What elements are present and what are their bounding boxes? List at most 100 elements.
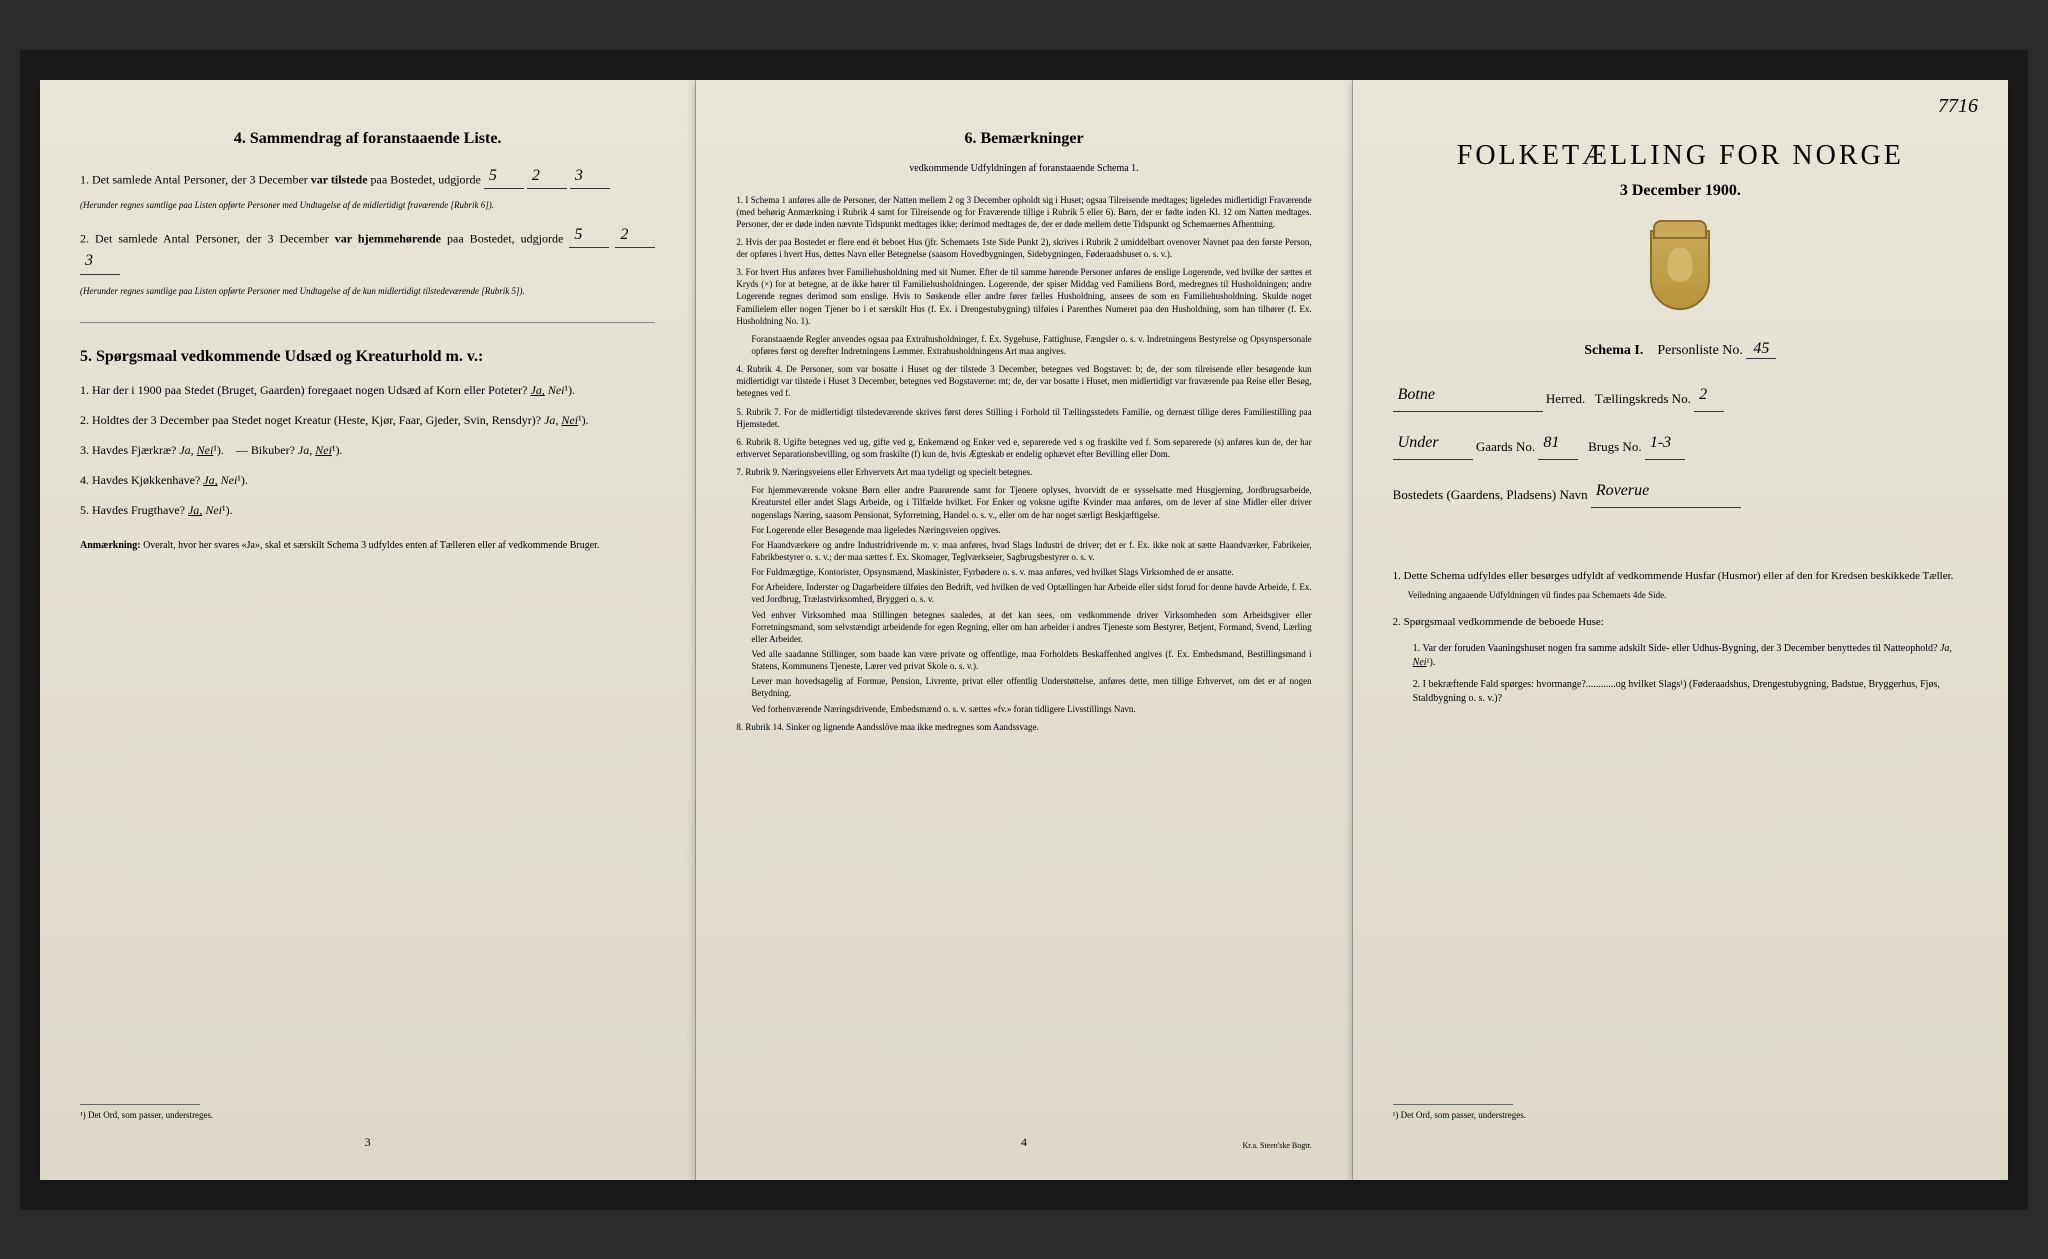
subq1-ja: Ja,: [1940, 643, 1952, 654]
remark-item: 8. Rubrik 14. Sinker og lignende Aandssl…: [736, 721, 1311, 733]
archive-number: 7716: [1938, 95, 1978, 118]
question-5: 5. Havdes Frugthave? Ja, Nei¹).: [80, 501, 655, 519]
remark-item: 2. Hvis der paa Bostedet er flere end ét…: [736, 236, 1311, 260]
sub-question-1: 1. Var der foruden Vaaningshuset nogen f…: [1413, 642, 1968, 670]
instruction-block: 1. Dette Schema udfyldes eller besørges …: [1393, 568, 1968, 707]
item2-fill2: 2: [615, 222, 655, 249]
under-fill: Under: [1393, 427, 1473, 460]
q3b-sup: ¹).: [332, 443, 343, 457]
q2-text: 2. Holdtes der 3 December paa Stedet nog…: [80, 413, 541, 427]
q5-sup: ¹).: [222, 503, 233, 517]
remark-item: 4. Rubrik 4. De Personer, som var bosatt…: [736, 363, 1311, 399]
subq1-nei: Nei: [1413, 657, 1427, 668]
item2-bold: var hjemmehørende: [335, 231, 441, 245]
q5-nei: Nei: [205, 503, 222, 517]
printer-note: Kr.a. Steen'ske Bogtr.: [1242, 1141, 1311, 1150]
q1-sup: ¹).: [565, 383, 576, 397]
section-6-heading: 6. Bemærkninger: [736, 130, 1311, 148]
page-number-4: 4: [1021, 1135, 1027, 1150]
page-cover: 7716 FOLKETÆLLING FOR NORGE 3 December 1…: [1353, 80, 2008, 1180]
remark-sub: For Arbeidere, Inderster og Dagarbeidere…: [751, 581, 1311, 605]
instr1-text: 1. Dette Schema udfyldes eller besørges …: [1393, 570, 1954, 582]
instruction-2: 2. Spørgsmaal vedkommende de beboede Hus…: [1393, 614, 1968, 631]
herred-label: Herred.: [1546, 391, 1585, 406]
personliste-no: 45: [1746, 340, 1776, 359]
question-2: 2. Holdtes der 3 December paa Stedet nog…: [80, 411, 655, 429]
kreds-no: 2: [1694, 379, 1724, 412]
item1-post: paa Bostedet, udgjorde: [371, 172, 481, 186]
brugs-no: 1-3: [1645, 427, 1685, 460]
census-title: FOLKETÆLLING FOR NORGE: [1393, 140, 1968, 172]
q2-ja: Ja,: [544, 413, 558, 427]
item1-note: (Herunder regnes samtlige paa Listen opf…: [80, 199, 655, 212]
gaards-line: Under Gaards No. 81 Brugs No. 1-3: [1393, 427, 1968, 460]
page-number-3: 3: [365, 1135, 371, 1150]
q3b-nei: Nei: [315, 443, 332, 457]
q3b-ja: Ja,: [298, 443, 312, 457]
divider: [80, 322, 655, 323]
footnote-text: ¹) Det Ord, som passer, understreges.: [80, 1110, 213, 1120]
remark-text: Overalt, hvor her svares «Ja», skal et s…: [143, 540, 599, 551]
bosted-fill: Roverue: [1591, 475, 1741, 508]
q4-text: 4. Havdes Kjøkkenhave?: [80, 473, 200, 487]
page-3: 4. Sammendrag af foranstaaende Liste. 1.…: [40, 80, 696, 1180]
question-1: 1. Har der i 1900 paa Stedet (Bruget, Ga…: [80, 381, 655, 399]
q3-text: 3. Havdes Fjærkræ?: [80, 443, 176, 457]
remark-item: 5. Rubrik 7. For de midlertidigt tilsted…: [736, 406, 1311, 430]
remark-item: 1. I Schema 1 anføres alle de Personer, …: [736, 194, 1311, 230]
item2-post: paa Bostedet, udgjorde: [447, 231, 563, 245]
q1-nei: Nei: [548, 383, 565, 397]
item1-fill3: 3: [570, 163, 610, 190]
subq1-text: 1. Var der foruden Vaaningshuset nogen f…: [1413, 643, 1938, 654]
remark-block: Anmærkning: Overalt, hvor her svares «Ja…: [80, 539, 655, 553]
herred-line: Botne Herred. Tællingskreds No. 2: [1393, 379, 1968, 412]
q2-sup: ¹).: [578, 413, 589, 427]
remark-item: 3. For hvert Hus anføres hver Familiehus…: [736, 266, 1311, 327]
instr1-sub: Veiledning angaaende Udfyldningen vil fi…: [1408, 589, 1968, 602]
herred-fill: Botne: [1393, 379, 1543, 412]
section-5-heading: 5. Spørgsmaal vedkommende Udsæd og Kreat…: [80, 348, 655, 366]
item2-fill1: 5: [569, 222, 609, 249]
bosted-label: Bostedets (Gaardens, Pladsens) Navn: [1393, 487, 1588, 502]
brugs-label: Brugs No.: [1588, 439, 1641, 454]
section-4-heading: 4. Sammendrag af foranstaaende Liste.: [80, 130, 655, 148]
sub-question-2: 2. I bekræftende Fald spørges: hvormange…: [1413, 678, 1968, 706]
page-4: 6. Bemærkninger vedkommende Udfyldningen…: [696, 80, 1352, 1180]
footnote-left: ¹) Det Ord, som passer, understreges.: [80, 1104, 655, 1120]
remark-item: 7. Rubrik 9. Næringsveiens eller Erhverv…: [736, 466, 1311, 478]
coat-of-arms-icon: [1650, 230, 1710, 310]
item2-fill3: 3: [80, 248, 120, 275]
remark-label: Anmærkning:: [80, 540, 141, 551]
personliste-label: Personliste No.: [1657, 343, 1743, 358]
section-6-subheading: vedkommende Udfyldningen af foranstaaend…: [736, 163, 1311, 174]
question-4: 4. Havdes Kjøkkenhave? Ja, Nei¹).: [80, 471, 655, 489]
document-spread: 4. Sammendrag af foranstaaende Liste. 1.…: [20, 50, 2028, 1210]
summary-item-1: 1. Det samlede Antal Personer, der 3 Dec…: [80, 163, 655, 190]
q1-text: 1. Har der i 1900 paa Stedet (Bruget, Ga…: [80, 383, 528, 397]
q1-ja: Ja,: [531, 383, 545, 397]
gaards-label: Gaards No.: [1476, 439, 1535, 454]
q4-nei: Nei: [221, 473, 238, 487]
remark-sub: Ved enhver Virksomhed maa Stillingen bet…: [751, 609, 1311, 645]
question-3: 3. Havdes Fjærkræ? Ja, Nei¹). — Bikuber?…: [80, 441, 655, 459]
instruction-1: 1. Dette Schema udfyldes eller besørges …: [1393, 568, 1968, 602]
q3-nei: Nei: [197, 443, 214, 457]
schema-label: Schema I.: [1584, 343, 1643, 358]
item1-bold: var tilstede: [311, 172, 368, 186]
q3-ja: Ja,: [179, 443, 193, 457]
item2-note: (Herunder regnes samtlige paa Listen opf…: [80, 285, 655, 298]
q5-text: 5. Havdes Frugthave?: [80, 503, 185, 517]
item1-pre: 1. Det samlede Antal Personer, der 3 Dec…: [80, 172, 308, 186]
q4-sup: ¹).: [237, 473, 248, 487]
remark-sub: For Fuldmægtige, Kontorister, Opsynsmænd…: [751, 566, 1311, 578]
q5-ja: Ja,: [188, 503, 202, 517]
gaards-no: 81: [1538, 427, 1578, 460]
remark-sub: Lever man hovedsagelig af Formue, Pensio…: [751, 675, 1311, 699]
item1-fill1: 5: [484, 163, 524, 190]
remark-sub: Ved alle saadanne Stillinger, som baade …: [751, 648, 1311, 672]
q3-sup: ¹).: [213, 443, 224, 457]
remark-sub: Ved forhenværende Næringsdrivende, Embed…: [751, 703, 1311, 715]
schema-line: Schema I. Personliste No. 45: [1393, 340, 1968, 359]
item1-fill2: 2: [527, 163, 567, 190]
kreds-label: Tællingskreds No.: [1595, 391, 1691, 406]
